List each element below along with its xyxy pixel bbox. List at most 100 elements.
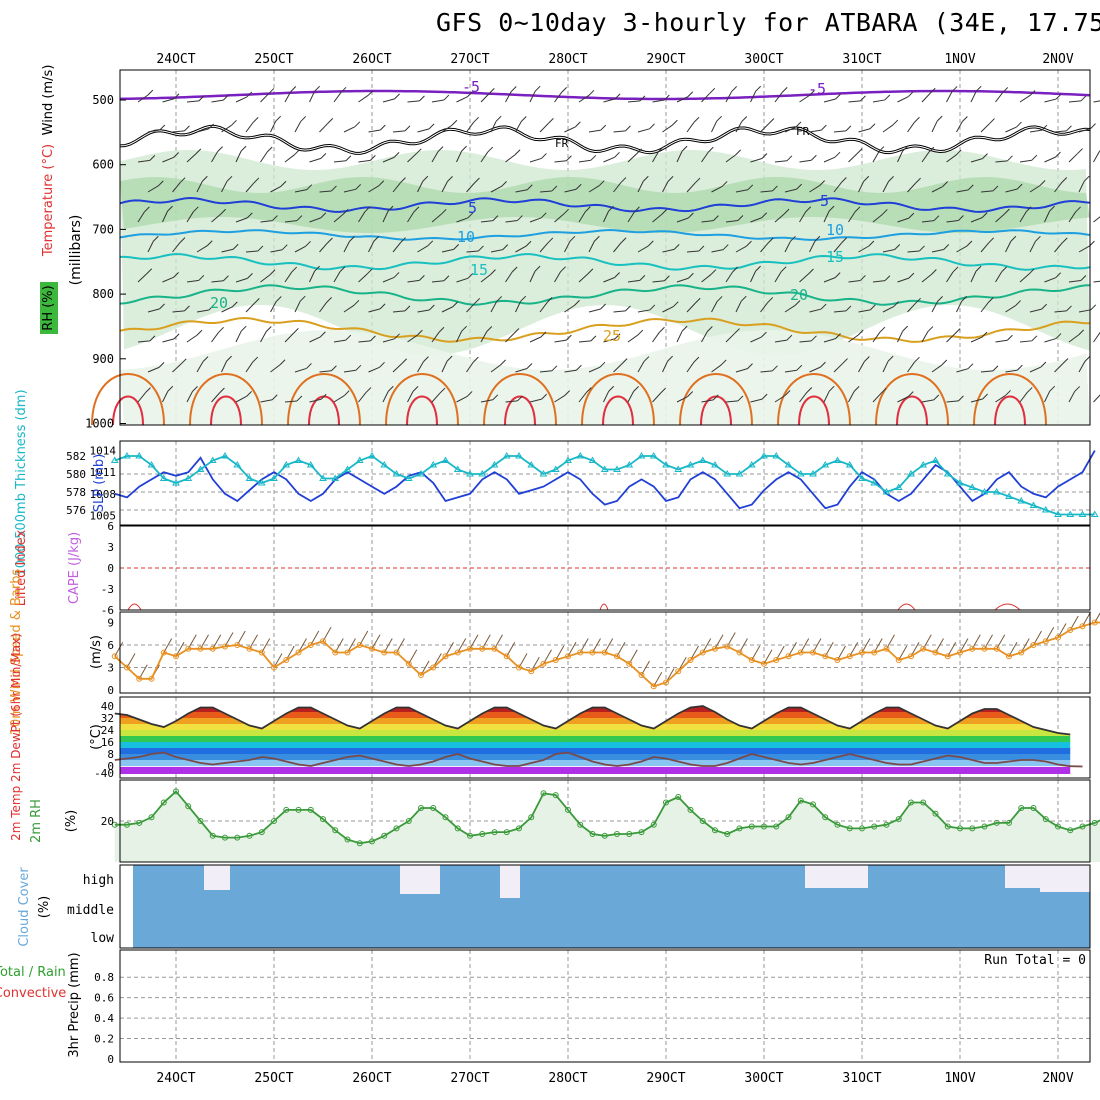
wind-barb-flag [466,91,473,98]
thickness-point [882,488,891,495]
wind-barb [529,336,542,343]
wind-barb-flag [992,185,999,192]
wind-barb [1044,277,1056,283]
thickness-point [992,488,1001,495]
wind-barb-flag [345,155,352,162]
isotherm-label: 5 [468,199,477,217]
wind-barb [294,300,301,313]
wind10m-point [418,672,424,678]
wind-barb-flag [952,266,959,273]
wind-barb-flag [992,365,999,372]
wind-barb-flag [1005,390,1011,396]
wind-barb [603,390,610,403]
wind-barb [441,248,454,253]
wind-barb [970,336,983,343]
wind-barb [848,100,861,103]
wind-barb [456,217,468,223]
wind-barb-flag [394,93,400,100]
wind-barb [637,309,650,313]
rh2m-point [577,821,584,828]
date-label-top: 31OCT [842,52,881,67]
thickness-point [221,452,229,459]
rh2m-point [467,832,473,839]
wind-barb [848,334,859,343]
wind-barb-flag [257,245,264,252]
wind-barb-flag [373,235,380,242]
thickness-point [858,474,866,481]
wind-barb-flag [564,390,571,396]
wind-barb-flag [565,334,572,341]
diurnal-isotherm-loop [210,395,242,426]
wind-barb-flag [879,326,886,333]
wind-barb-flag [933,394,940,401]
wind-barb [946,219,959,223]
isotherm-label: FR [796,125,810,138]
wind-barb [417,181,424,193]
wind10m-point [626,660,633,667]
wind-barb [186,334,198,343]
wind-barb-flag [378,180,385,187]
wind10m-point [295,649,302,656]
ylabel-precip-total: Total / Rain [0,965,66,980]
wind10m-point [932,649,939,656]
rh2m-point [332,827,339,834]
wind-barb-flag [1055,333,1062,339]
rh2m-point [981,823,988,830]
wind-barb [662,306,674,313]
wind-barb [245,361,254,373]
wind-barb-flag [412,386,419,392]
wind-barb [480,220,493,223]
thickness-point [159,474,168,481]
wind-barb [284,400,297,403]
wind-barb-flag [320,331,326,338]
wind-barb [441,306,454,313]
temp-colour-band [120,748,1071,754]
wind-barb [539,123,549,133]
diurnal-isotherm-loop [679,373,753,426]
cloud-gap [400,865,440,894]
wind-barb-flag [208,304,215,311]
wind-barb [260,399,273,403]
thickness-point [747,461,756,468]
thickness-point [809,470,817,477]
wind-barb-flag [808,268,814,275]
wind-barb-flag [590,335,597,342]
wind-barb [1093,100,1100,103]
rh2m-point [663,799,669,806]
wind-barb [186,153,197,163]
wind-barb [1068,334,1079,343]
wind-barb-flag [1031,335,1038,342]
ylabel-pressure: (millibars) [68,215,84,286]
wind10m-point [736,649,743,656]
thickness-point [931,456,940,463]
rh2m-point [246,832,253,839]
wind10m-point [528,668,535,675]
precip-tick-label: 0.4 [94,1012,114,1025]
wind-barb-flag [492,394,499,401]
wind-barb-flag [884,275,891,282]
wind10m-point [479,645,486,652]
wind-barb-flag [320,153,327,159]
wind-barb-flag [246,212,253,219]
wind-barb-flag [443,275,450,282]
wind-barb-flag [892,119,899,126]
wind-barb [613,242,622,253]
wind10m-point [222,643,228,650]
wind-barb-flag [907,391,914,397]
wind-barb [333,339,346,343]
wind-barb [539,242,549,253]
wind-barb [686,361,695,373]
thickness-point [208,456,217,463]
wind-barb-flag [790,235,796,242]
wind-barb [676,330,683,343]
wind-barb-flag [252,117,259,123]
wind-barb-flag [219,387,225,394]
rh2m-point [650,821,657,828]
wind-barb-flag [281,244,288,251]
wind-barb-flag [1035,235,1041,242]
wind-barb-flag [864,356,870,362]
wind10m-point [148,675,155,682]
thickness-point [404,474,413,481]
isotherm-label: FR [555,137,569,150]
wind-barb [603,277,615,283]
